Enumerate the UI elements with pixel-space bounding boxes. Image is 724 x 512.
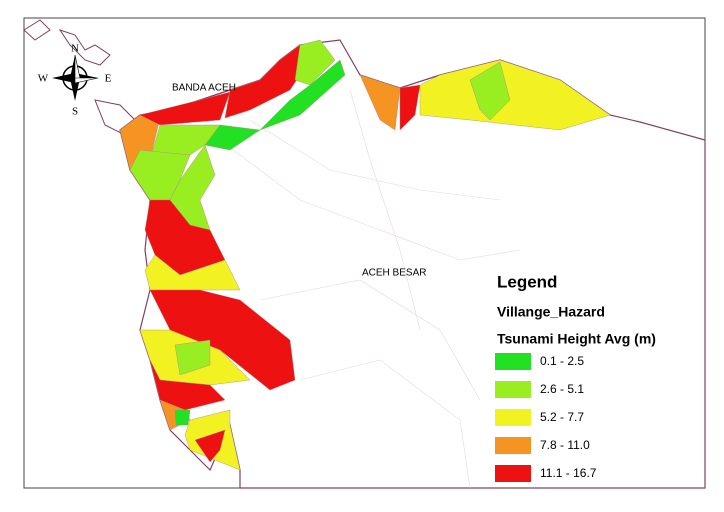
- compass-south: S: [72, 106, 78, 118]
- legend-label: 5.2 - 7.7: [540, 410, 584, 424]
- compass-west: W: [38, 73, 49, 85]
- compass: [52, 54, 99, 101]
- hazard-zone: [359, 74, 401, 131]
- hazard-zone: [399, 84, 421, 131]
- legend-layer: Villange_Hazard: [497, 304, 605, 320]
- place-label: BANDA ACEH: [172, 83, 236, 94]
- legend-field: Tsunami Height Avg (m): [497, 331, 656, 347]
- hazard-zone: [259, 59, 346, 131]
- hazard-zone: [144, 254, 241, 291]
- legend-label: 7.8 - 11.0: [540, 438, 590, 452]
- village-boundaries: [219, 89, 521, 489]
- legend-label: 2.6 - 5.1: [540, 382, 584, 396]
- compass-east: E: [105, 73, 112, 85]
- hazard-zone: [174, 339, 211, 376]
- legend-label: 0.1 - 2.5: [540, 354, 584, 368]
- legend-swatch: [495, 409, 531, 426]
- legend-swatch: [495, 353, 531, 370]
- place-label: ACEH BESAR: [362, 268, 426, 279]
- hazard-zone: [194, 429, 226, 463]
- hazard-zone: [294, 39, 336, 86]
- legend-label: 11.1 - 16.7: [540, 466, 597, 480]
- island: [58, 29, 111, 66]
- island: [23, 19, 51, 41]
- hazard-zone: [139, 91, 231, 126]
- compass-north: N: [71, 43, 79, 55]
- legend-swatch: [495, 465, 531, 482]
- legend-swatch: [495, 381, 531, 398]
- legend-title: Legend: [497, 272, 557, 291]
- hazard-zone: [174, 409, 191, 426]
- hazard-zone: [469, 61, 511, 121]
- legend-items: 0.1 - 2.5 2.6 - 5.1 5.2 - 7.7 7.8 - 11.0 11.…: [495, 353, 597, 482]
- hazard-zones: [119, 39, 611, 471]
- legend-swatch: [495, 437, 531, 454]
- hazard-zone: [419, 59, 611, 131]
